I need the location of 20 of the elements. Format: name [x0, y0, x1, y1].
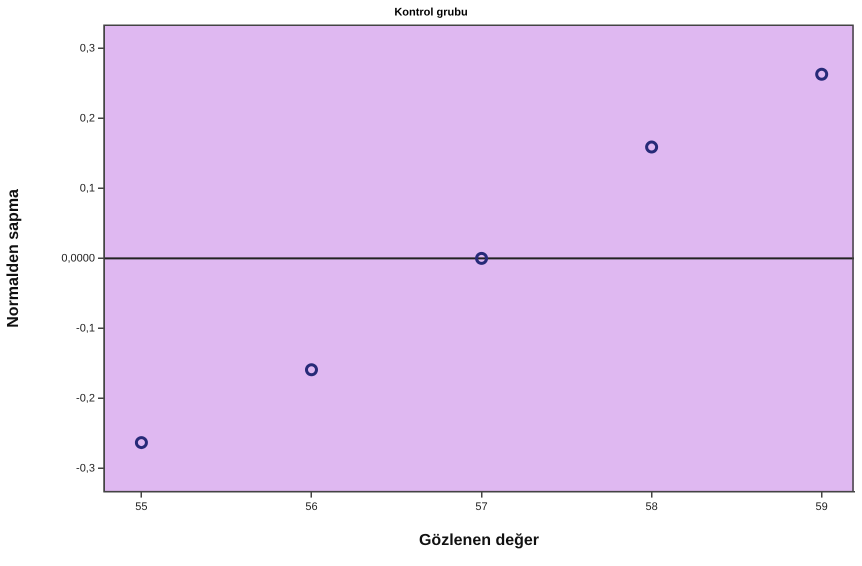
- x-tick-label: 58: [645, 501, 658, 514]
- point: [475, 252, 488, 265]
- y-tick-label: -0,1: [76, 322, 95, 334]
- point: [645, 140, 658, 154]
- x-tick-label: 55: [135, 501, 148, 514]
- point: [815, 68, 828, 81]
- point: [304, 363, 318, 376]
- x-tick-label: 59: [816, 501, 828, 514]
- y-tick-label: 0,0000: [61, 252, 95, 264]
- y-tick-label: 0,1: [80, 182, 95, 194]
- x-tick-label: 56: [305, 501, 318, 514]
- x-tick-label: 57: [475, 501, 488, 514]
- point: [134, 436, 148, 450]
- y-tick-label: 0,3: [80, 42, 95, 54]
- y-tick-label: 0,2: [80, 112, 95, 124]
- y-axis-title: Normalden sapma: [5, 188, 22, 328]
- chart-title: Kontrol grubu: [394, 6, 468, 19]
- y-tick-label: -0,3: [76, 462, 95, 475]
- y-tick-label: -0,2: [76, 392, 95, 404]
- x-axis-title: Gözlenen değer: [418, 532, 540, 549]
